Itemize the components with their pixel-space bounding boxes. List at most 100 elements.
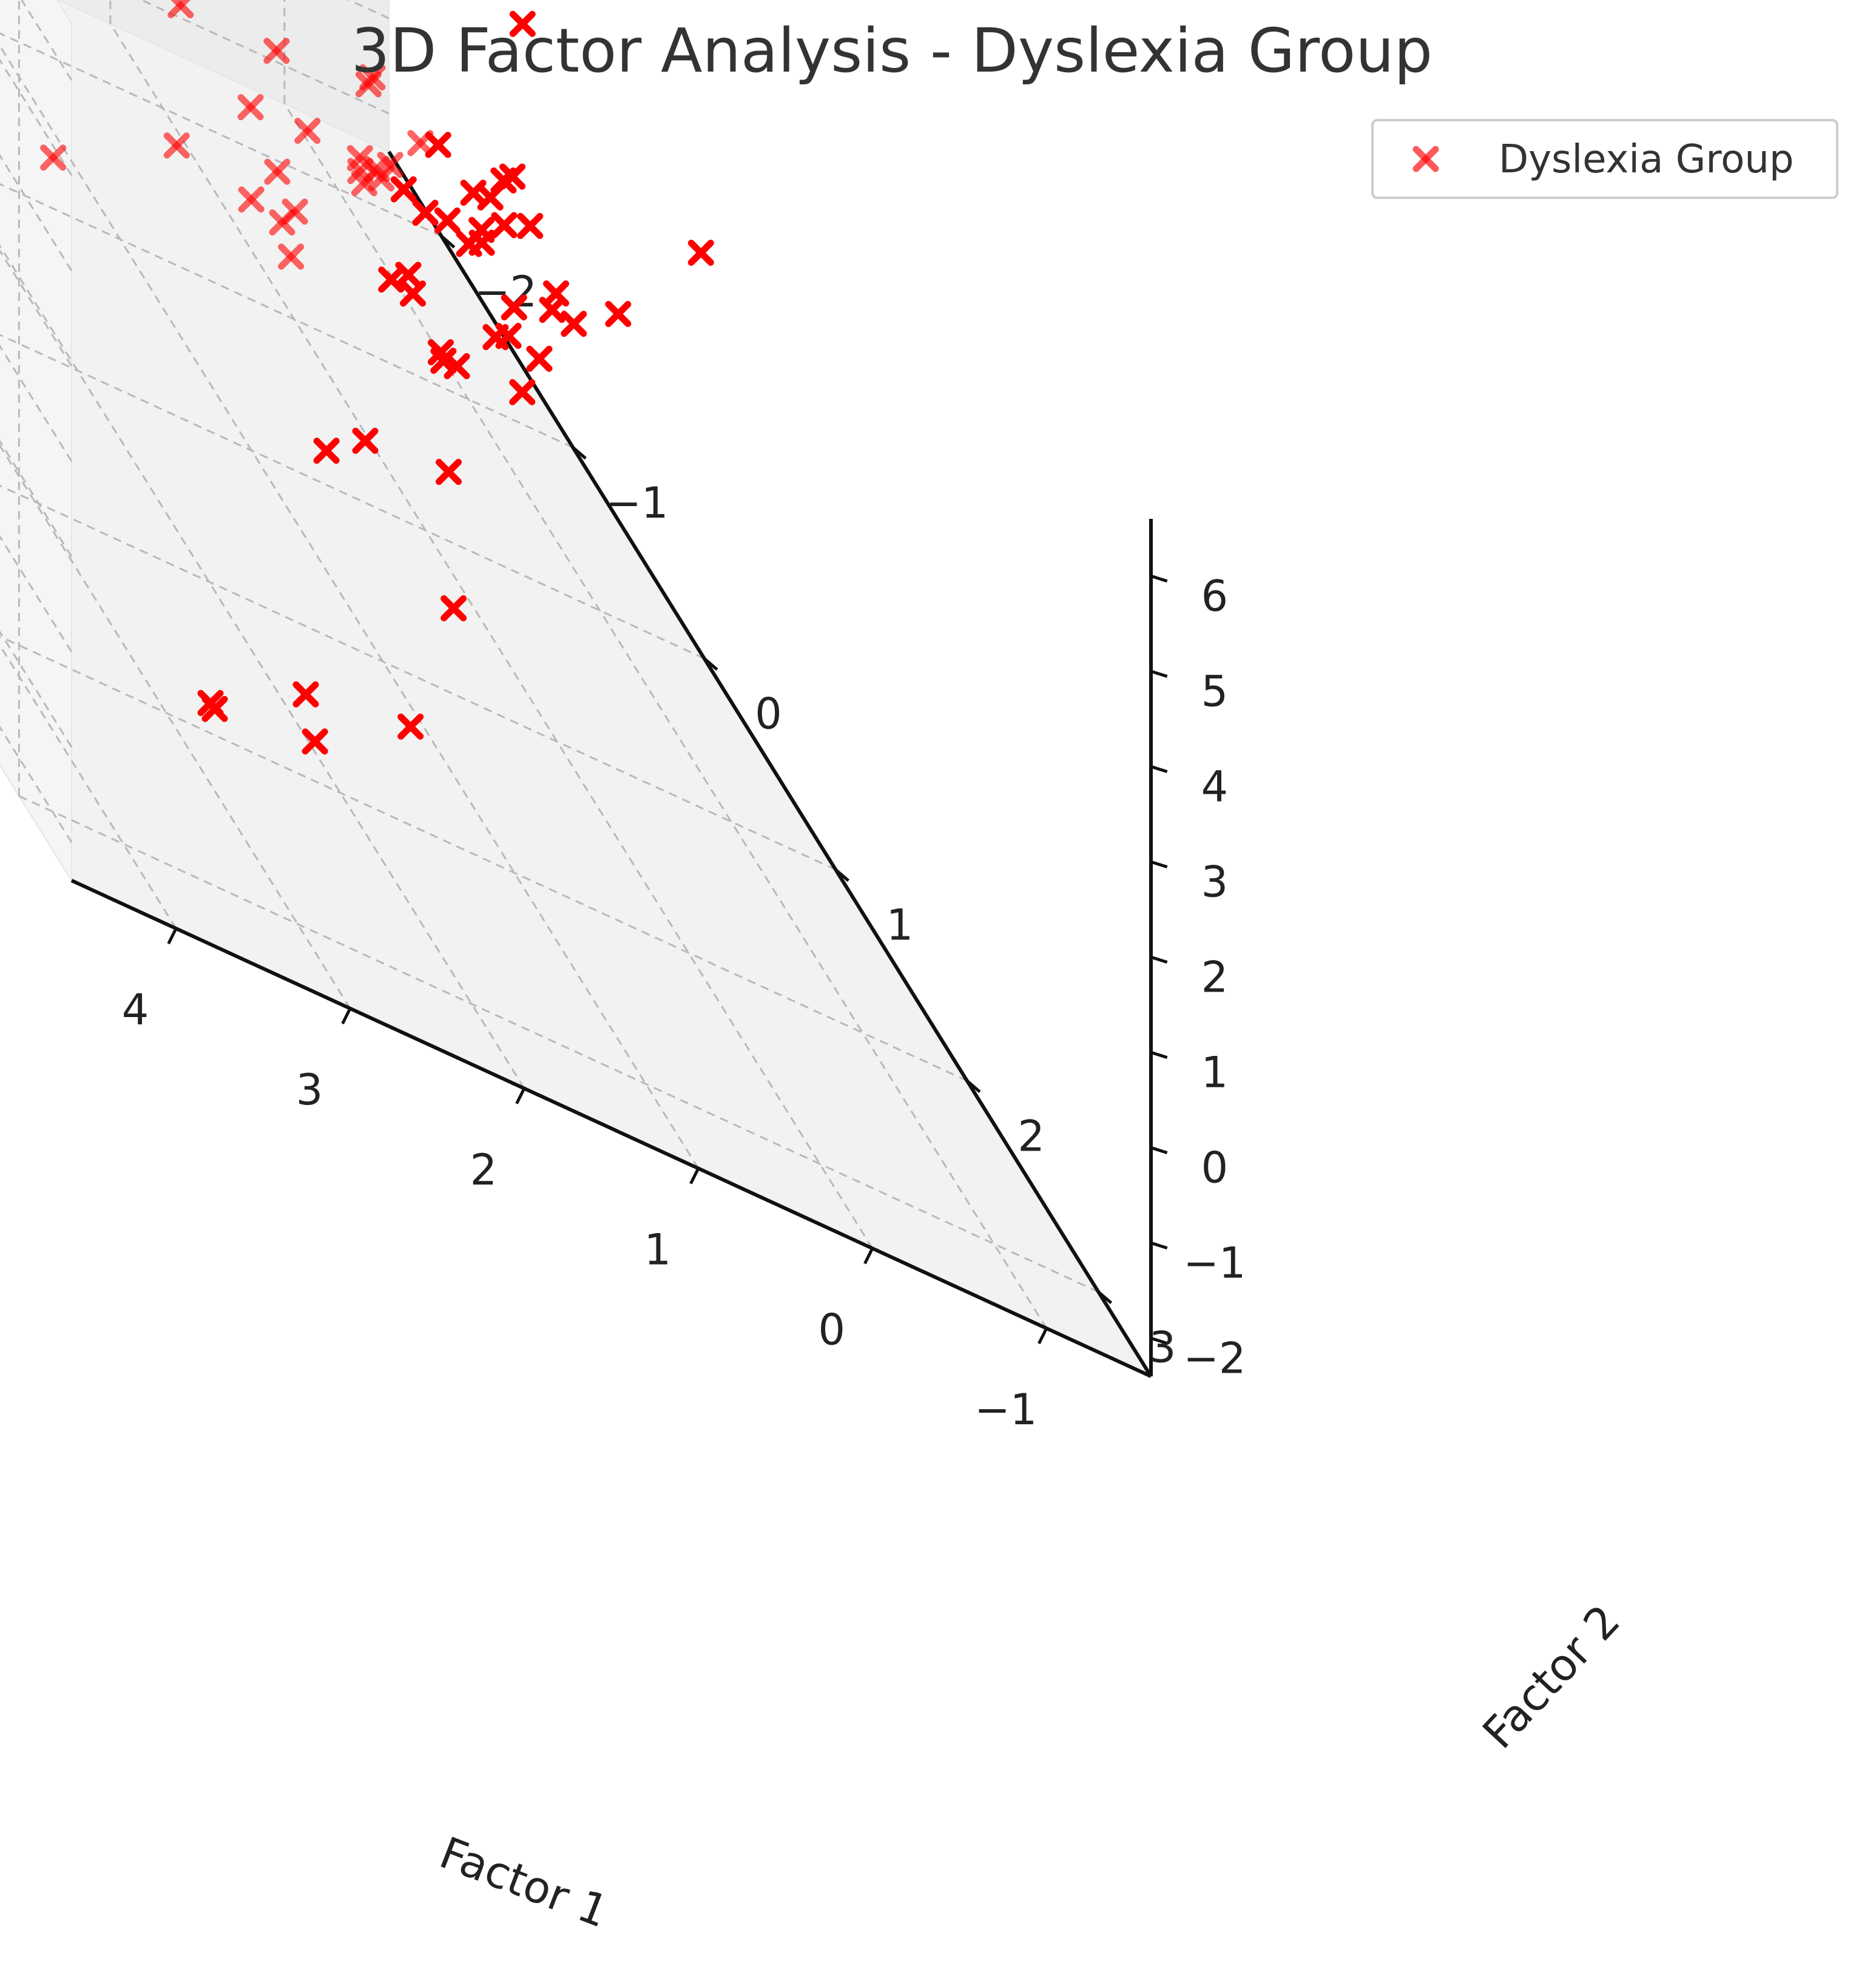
y-tick-label: 0	[755, 689, 782, 739]
data-point	[468, 217, 495, 243]
z-tick-label-mark	[1150, 1146, 1168, 1155]
data-point-stroke	[294, 118, 321, 144]
data-point-stroke	[687, 239, 714, 266]
grid-line-x-floor	[0, 644, 177, 929]
y-tick-label-mark	[834, 868, 850, 882]
data-point	[40, 144, 67, 171]
data-point-stroke	[539, 297, 565, 323]
z-tick-label-mark	[1150, 955, 1168, 964]
data-point-stroke	[407, 130, 434, 157]
chart-title: 3D Factor Analysis - Dyslexia Group	[351, 15, 1432, 86]
x-tick-label-mark	[341, 1007, 352, 1025]
x-tick-label: 0	[818, 1305, 846, 1354]
data-point-stroke	[501, 294, 527, 321]
z-tick-label-mark	[1150, 1050, 1168, 1060]
data-point-stroke	[237, 94, 264, 121]
data-point	[436, 459, 462, 485]
data-point	[397, 713, 424, 740]
data-point	[543, 280, 570, 307]
data-point-stroke	[352, 427, 379, 454]
y-tick-label-mark	[572, 446, 587, 460]
data-point	[302, 728, 328, 755]
legend-box	[1371, 119, 1838, 199]
y-tick-label-mark	[1097, 1290, 1113, 1305]
z-tick-label-mark	[1150, 1241, 1168, 1250]
data-point	[509, 379, 536, 405]
data-point	[264, 158, 291, 185]
data-point-stroke	[444, 353, 470, 379]
data-point-stroke	[378, 266, 405, 293]
data-point	[395, 262, 422, 288]
data-point	[282, 198, 308, 225]
x-axis-line	[70, 879, 1152, 1378]
z-tick-label: 5	[1201, 666, 1229, 716]
data-point-stroke	[468, 217, 495, 243]
data-point-stroke	[561, 311, 587, 337]
data-point-stroke	[543, 280, 570, 307]
data-point-stroke	[412, 200, 439, 226]
x-tick-label: 2	[470, 1145, 498, 1195]
data-point	[363, 156, 390, 183]
data-point	[359, 64, 386, 91]
x-tick-label: 3	[296, 1065, 323, 1115]
data-point-stroke	[436, 459, 462, 485]
data-point	[263, 38, 290, 64]
floor-pane	[0, 0, 1153, 1378]
data-point	[509, 10, 536, 37]
data-point	[440, 595, 467, 621]
data-point-stroke	[440, 595, 467, 621]
grid-line-x-floor	[283, 103, 1048, 1329]
data-point-stroke	[517, 212, 544, 239]
y-tick-label: 1	[886, 901, 914, 950]
z-tick-label-mark	[1150, 574, 1168, 583]
data-point	[434, 207, 461, 234]
z-tick-label: 3	[1201, 857, 1229, 907]
data-point-stroke	[292, 681, 319, 708]
data-point	[201, 695, 228, 722]
grid-line-x-floor	[109, 23, 874, 1249]
data-point	[444, 353, 470, 379]
data-point	[412, 200, 439, 226]
data-point-stroke	[40, 144, 67, 171]
data-point-stroke	[428, 339, 454, 366]
data-point	[278, 243, 305, 270]
data-point	[352, 427, 379, 454]
data-point	[687, 239, 714, 266]
data-point-stroke	[313, 438, 340, 464]
y-tick-label-mark	[440, 235, 456, 249]
legend-marker-icon	[1412, 146, 1439, 172]
data-point-stroke	[390, 176, 417, 203]
x-tick-label-mark	[515, 1087, 526, 1104]
y-tick-label: −1	[606, 478, 668, 528]
data-point	[167, 0, 194, 19]
x-axis-label: Factor 1	[433, 1827, 615, 1938]
left-pane	[0, 0, 72, 883]
grid-line-x-floor	[0, 444, 351, 1009]
z-tick-label: 6	[1201, 571, 1229, 621]
legend-label: Dyslexia Group	[1499, 137, 1794, 182]
data-point-stroke	[605, 300, 632, 327]
data-point	[407, 130, 434, 157]
data-point	[605, 300, 632, 327]
data-point-stroke	[363, 156, 390, 183]
z-tick-label-mark	[1150, 860, 1168, 869]
data-point-stroke	[264, 158, 291, 185]
data-point-stroke	[167, 0, 191, 19]
z-tick-label-mark	[1150, 765, 1168, 774]
data-point-stroke	[263, 38, 290, 64]
data-point	[292, 681, 319, 708]
data-point	[430, 348, 457, 374]
z-tick-label: −2	[1183, 1333, 1246, 1383]
z-tick-label: 1	[1201, 1047, 1229, 1097]
z-tick-label: 0	[1201, 1143, 1229, 1192]
data-point	[237, 94, 264, 121]
data-point	[390, 176, 417, 203]
y-tick-label: 3	[1149, 1323, 1176, 1373]
data-point	[526, 345, 553, 372]
x-tick-label: 4	[122, 985, 149, 1035]
legend: Dyslexia Group	[1371, 119, 1838, 199]
data-point-stroke	[282, 198, 308, 225]
x-tick-label: −1	[974, 1385, 1037, 1435]
y-tick-label: −2	[474, 267, 537, 317]
